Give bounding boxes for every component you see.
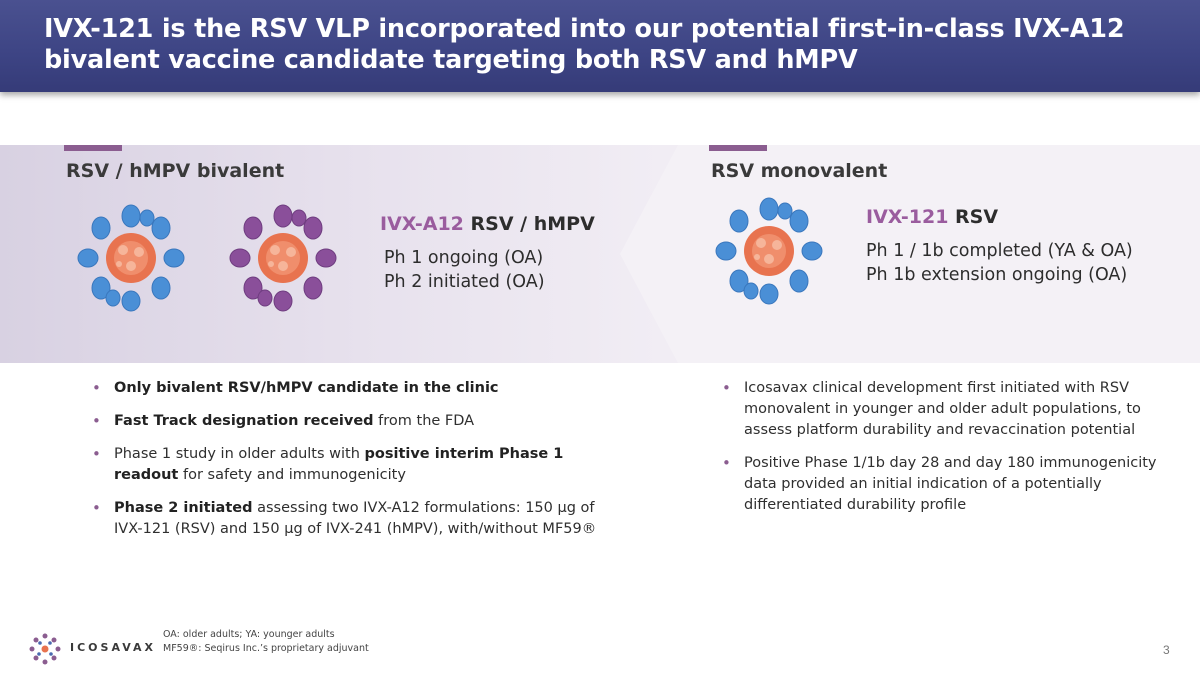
bullet-bold-text: Fast Track designation received — [114, 413, 374, 429]
bullet-item: Phase 1 study in older adults with posit… — [88, 444, 610, 486]
footnote-adjuvant: MF59®: Seqirus Inc.’s proprietary adjuva… — [163, 643, 369, 654]
right-status-line: Ph 1b extension ongoing (OA) — [866, 265, 1128, 285]
bullet-item: Fast Track designation received from the… — [88, 411, 610, 432]
bullet-bold-text: positive interim Phase 1 readout — [114, 446, 564, 483]
right-product-type: RSV — [955, 206, 999, 228]
logo-wordmark: ICOSAVAX — [70, 641, 156, 654]
bullet-text: for safety and immunogenicity — [178, 467, 406, 483]
bullet-bold-text: Phase 2 initiated — [114, 500, 253, 516]
rsv-monovalent-vlp-icon — [715, 197, 823, 305]
right-section-title: RSV monovalent — [711, 160, 888, 182]
bullet-item: Phase 2 initiated assessing two IVX-A12 … — [88, 498, 610, 540]
left-status-line: Ph 1 ongoing (OA) — [384, 248, 544, 268]
left-status: Ph 1 ongoing (OA) Ph 2 initiated (OA) — [384, 246, 545, 294]
right-status-line: Ph 1 / 1b completed (YA & OA) — [866, 241, 1133, 261]
left-product-type: RSV / hMPV — [470, 213, 595, 235]
left-product-name: IVX-A12 RSV / hMPV — [380, 213, 595, 235]
left-status-line: Ph 2 initiated (OA) — [384, 272, 545, 292]
left-accent-bar — [64, 145, 122, 151]
left-section-title: RSV / hMPV bivalent — [66, 160, 285, 182]
right-accent-bar — [709, 145, 767, 151]
icosavax-logo-icon — [29, 633, 61, 665]
page-number: 3 — [1163, 643, 1170, 657]
rsv-vlp-icon — [77, 204, 185, 312]
bullet-text: from the FDA — [373, 413, 475, 429]
left-bullet-list: Only bivalent RSV/hMPV candidate in the … — [88, 378, 610, 552]
left-product-code: IVX-A12 — [380, 213, 464, 235]
bullet-item: Positive Phase 1/1b day 28 and day 180 i… — [718, 453, 1158, 516]
hmpv-vlp-icon — [229, 204, 337, 312]
right-product-name: IVX-121 RSV — [866, 206, 998, 228]
footnote-abbreviations: OA: older adults; YA: younger adults — [163, 629, 335, 640]
bullet-item: Only bivalent RSV/hMPV candidate in the … — [88, 378, 610, 399]
right-status: Ph 1 / 1b completed (YA & OA) Ph 1b exte… — [866, 239, 1133, 287]
right-bullet-list: Icosavax clinical development first init… — [718, 378, 1158, 528]
bullet-text: assessing two IVX-A12 formulations: 150 … — [114, 500, 597, 537]
title-bar: IVX-121 is the RSV VLP incorporated into… — [0, 0, 1200, 92]
right-product-code: IVX-121 — [866, 206, 949, 228]
bullet-bold-text: Only bivalent RSV/hMPV candidate in the … — [114, 380, 499, 396]
slide-title: IVX-121 is the RSV VLP incorporated into… — [44, 14, 1125, 75]
bullet-item: Icosavax clinical development first init… — [718, 378, 1158, 441]
bullet-text: Phase 1 study in older adults with — [114, 446, 365, 462]
